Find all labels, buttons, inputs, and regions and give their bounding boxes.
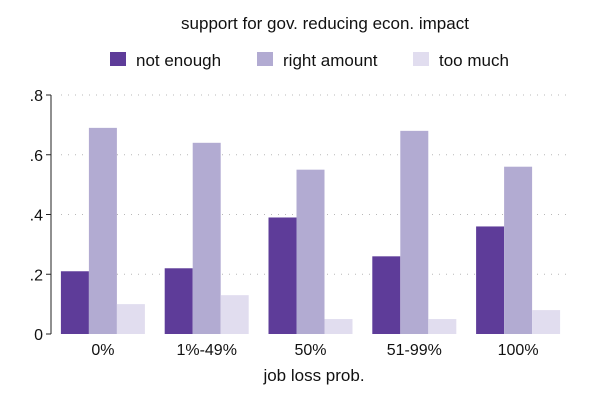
y-tick-label: .2 (30, 267, 43, 284)
legend-swatch-not-enough (110, 52, 126, 66)
bar-right-amount-1 (192, 142, 221, 334)
bar-right-amount-0 (88, 127, 117, 334)
bar-right-amount-2 (296, 169, 325, 334)
bar-not-enough-4 (476, 226, 505, 334)
bar-too-much-4 (532, 310, 561, 334)
legend-swatch-too-much (413, 52, 429, 66)
bar-right-amount-4 (504, 166, 533, 334)
gridlines (61, 94, 570, 275)
bar-not-enough-0 (60, 271, 89, 334)
y-tick-label: .8 (30, 88, 43, 105)
y-tick-label: .4 (30, 208, 43, 225)
x-tick-label: 100% (498, 342, 539, 359)
bar-right-amount-3 (400, 130, 429, 334)
bar-not-enough-3 (372, 256, 401, 334)
legend-label: too much (439, 51, 509, 70)
legend-label: not enough (136, 51, 221, 70)
x-axis-ticks: 0% 1%-49% 50% 51-99% 100% (91, 342, 538, 359)
x-tick-label: 51-99% (387, 342, 442, 359)
x-tick-label: 1%-49% (176, 342, 236, 359)
bar-too-much-0 (116, 304, 145, 334)
bar-too-much-1 (220, 295, 249, 334)
x-axis-label: job loss prob. (262, 366, 364, 385)
bar-not-enough-1 (164, 268, 193, 334)
bar-too-much-3 (428, 319, 457, 334)
legend-swatch-right-amount (257, 52, 273, 66)
x-tick-label: 50% (294, 342, 326, 359)
y-tick-label: .6 (30, 148, 43, 165)
y-tick-label: 0 (34, 327, 43, 344)
chart-title: support for gov. reducing econ. impact (181, 14, 469, 33)
legend: not enough right amount too much (110, 51, 509, 70)
bars (60, 127, 561, 334)
bar-too-much-2 (324, 319, 353, 334)
legend-label: right amount (283, 51, 378, 70)
y-axis-ticks: 0 .2 .4 .6 .8 (30, 88, 51, 344)
x-tick-label: 0% (91, 342, 114, 359)
bar-not-enough-2 (268, 217, 297, 334)
